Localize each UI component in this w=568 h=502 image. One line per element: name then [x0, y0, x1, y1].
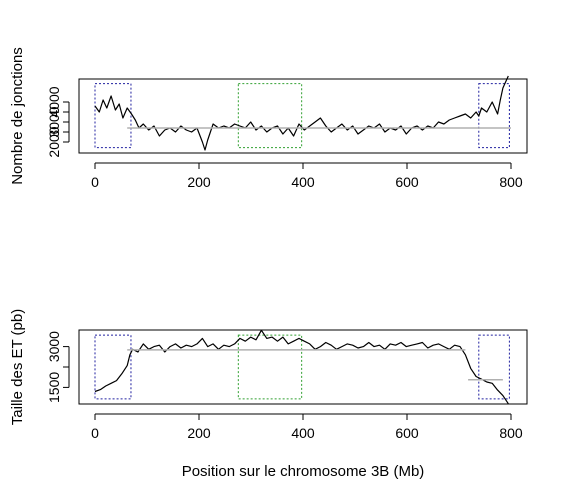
plot-frame	[78, 329, 528, 405]
x-tick-label: 400	[291, 425, 315, 441]
plot-frame	[78, 78, 528, 154]
region-box-green	[237, 83, 303, 149]
y-tick-label: 4000	[46, 86, 62, 117]
region-box-blue	[478, 83, 510, 149]
region-box-blue	[94, 334, 132, 400]
x-tick-label: 600	[395, 174, 419, 190]
y-tick-label: 3000	[46, 106, 62, 137]
y-axis-label: Nombre de jonctions	[9, 47, 26, 185]
region-box-blue	[478, 334, 510, 400]
x-tick-label: 800	[499, 174, 523, 190]
y-tick-label: 2000	[46, 126, 62, 157]
x-tick-label: 200	[187, 425, 211, 441]
panel-te-size: 0 200 400 600 800 1500 3000 Taille des ET (pb)	[9, 309, 528, 441]
signal-line	[94, 329, 509, 405]
region-box-green	[237, 334, 303, 400]
region-box-blue	[94, 83, 132, 149]
x-tick-label: 0	[91, 174, 99, 190]
x-tick-label: 200	[187, 174, 211, 190]
y-axis-label: Taille des ET (pb)	[9, 309, 26, 425]
shared-x-axis-label: Position sur le chromosome 3B (Mb)	[182, 463, 425, 480]
x-tick-label: 0	[91, 425, 99, 441]
x-tick-label: 400	[291, 174, 315, 190]
y-tick-label: 1500	[46, 372, 62, 403]
x-tick-label: 800	[499, 425, 523, 441]
x-tick-label: 600	[395, 425, 419, 441]
y-tick-label: 3000	[46, 331, 62, 362]
